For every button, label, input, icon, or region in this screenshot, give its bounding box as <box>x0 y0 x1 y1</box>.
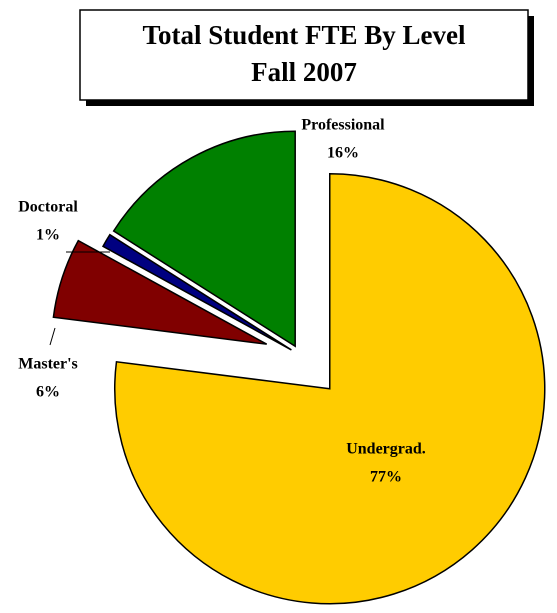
slice-label: Professional <box>301 117 385 134</box>
slice-value-label: 6% <box>36 384 60 401</box>
pie-slice <box>114 173 546 605</box>
slice-value-label: 77% <box>370 469 402 486</box>
pie-slice <box>101 233 292 351</box>
slice-label: Master's <box>18 356 78 373</box>
slice-value-label: 16% <box>327 145 359 162</box>
pie <box>52 130 546 605</box>
pie-slice <box>112 130 296 348</box>
slice-label: Doctoral <box>18 199 78 216</box>
title-box <box>79 9 529 101</box>
chart-title: Total Student FTE By Level <box>142 20 466 50</box>
slice-label: Undergrad. <box>346 441 426 458</box>
leader-line <box>49 327 56 346</box>
slice-value-label: 1% <box>36 227 60 244</box>
chart-subtitle: Fall 2007 <box>251 57 357 87</box>
pie-slice <box>52 239 268 345</box>
